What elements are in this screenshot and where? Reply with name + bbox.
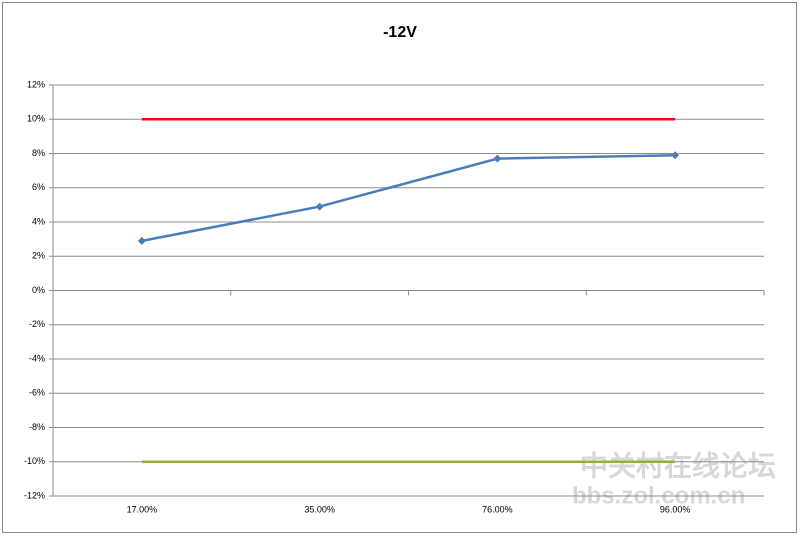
y-tick-label: -4% bbox=[29, 353, 45, 363]
y-tick-label: -12% bbox=[24, 490, 45, 500]
y-tick-label: 6% bbox=[32, 182, 45, 192]
y-tick-label: -10% bbox=[24, 456, 45, 466]
chart-title: -12V bbox=[383, 24, 417, 41]
watermark: 中关村在线论坛 bbox=[580, 450, 776, 481]
x-tick-label: 96.00% bbox=[660, 504, 691, 514]
y-tick-label: 0% bbox=[32, 285, 45, 295]
y-tick-label: -6% bbox=[29, 388, 45, 398]
series-line bbox=[141, 153, 676, 243]
y-tick-label: 2% bbox=[32, 251, 45, 261]
y-tick-label: 10% bbox=[27, 114, 45, 124]
marker bbox=[315, 202, 324, 211]
y-tick-label: -2% bbox=[29, 319, 45, 329]
y-tick-label: 8% bbox=[32, 148, 45, 158]
y-tick-label: -8% bbox=[29, 422, 45, 432]
x-tick-label: 76.00% bbox=[482, 504, 513, 514]
marker bbox=[671, 151, 680, 160]
x-tick-label: 17.00% bbox=[127, 504, 158, 514]
y-tick-label: 12% bbox=[27, 79, 45, 89]
x-tick-label: 35.00% bbox=[304, 504, 335, 514]
marker bbox=[493, 154, 502, 163]
y-tick-label: 4% bbox=[32, 216, 45, 226]
marker bbox=[137, 236, 146, 245]
